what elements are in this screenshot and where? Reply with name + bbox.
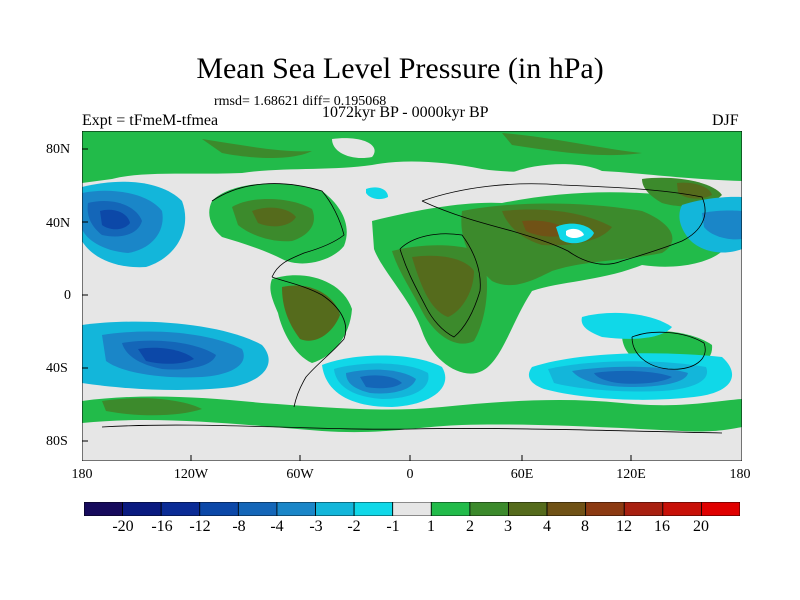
colorbar-swatch-8 — [392, 502, 432, 516]
coastline-north-america — [211, 183, 345, 278]
colorbar-swatch-7 — [353, 502, 394, 516]
colorbar-label-12: 8 — [581, 518, 589, 535]
north-atlantic-cyan — [366, 187, 388, 200]
colorbar-label-15: 20 — [693, 518, 709, 535]
colorbar-label-0: -20 — [112, 518, 134, 535]
pressure-map — [82, 131, 742, 461]
colorbar-swatch-10 — [469, 502, 509, 516]
north-america-olive — [252, 207, 296, 227]
colorbar-label-7: -1 — [386, 518, 400, 535]
season-label: DJF — [712, 112, 739, 129]
south-pacific-deep-blue — [138, 347, 194, 364]
south-atlantic-blue — [360, 375, 402, 389]
plot-title: Mean Sea Level Pressure (in hPa) — [196, 52, 604, 85]
colorbar-swatch-9 — [430, 502, 471, 516]
coastline-australia — [631, 331, 706, 370]
colorbar-swatch-4 — [237, 502, 278, 516]
north-pacific-deep-blue — [100, 209, 130, 230]
colorbar-label-13: 12 — [616, 518, 632, 535]
colorbar-swatch-2 — [160, 502, 201, 516]
coastline-antarctica — [101, 424, 723, 434]
lon-label-120w: 120W — [173, 467, 209, 482]
colorbar — [84, 502, 740, 516]
colorbar-swatch-15 — [662, 502, 702, 516]
coastline-eurasia — [421, 183, 706, 265]
lon-label-180w: 180 — [71, 467, 93, 482]
lat-label-40s: 40S — [46, 361, 68, 376]
colorbar-label-5: -3 — [309, 518, 323, 535]
stats-text: rmsd= 1.68621 diff= 0.195068 — [214, 94, 387, 109]
colorbar-label-3: -8 — [232, 518, 246, 535]
colorbar-label-14: 16 — [654, 518, 670, 535]
africa-olive — [412, 255, 474, 317]
coastline-south-america — [271, 276, 347, 408]
coastline-africa — [399, 233, 481, 338]
colorbar-label-1: -16 — [151, 518, 173, 535]
greenland-neutral-patch — [332, 138, 375, 159]
colorbar-label-8: 1 — [427, 518, 435, 535]
colorbar-swatch-16 — [701, 502, 740, 516]
coastlines — [101, 183, 723, 434]
colorbar-swatch-12 — [546, 502, 587, 516]
colorbar-label-2: -12 — [189, 518, 211, 535]
colorbar-swatch-6 — [315, 502, 355, 516]
colorbar-label-4: -4 — [270, 518, 284, 535]
lat-label-40n: 40N — [46, 216, 71, 231]
lat-label-80s: 80S — [46, 434, 68, 449]
lon-label-180e: 180 — [729, 467, 751, 482]
colorbar-label-10: 3 — [504, 518, 512, 535]
period-text: 1072kyr BP - 0000kyr BP — [322, 104, 489, 121]
colorbar-label-9: 2 — [466, 518, 474, 535]
antarctica-neutral — [82, 420, 742, 461]
east-asia-olive — [677, 182, 712, 199]
arctic-dark-green-patch — [202, 139, 312, 158]
lon-label-0: 0 — [406, 467, 414, 482]
axis-ticks — [82, 148, 632, 461]
south-pacific-dark-green — [102, 398, 202, 416]
tibet-white-core — [566, 228, 584, 238]
colorbar-swatch-3 — [199, 502, 239, 516]
colorbar-swatch-0 — [84, 502, 123, 516]
lon-label-60e: 60E — [510, 467, 534, 482]
colorbar-swatch-11 — [508, 502, 548, 516]
colorbar-label-6: -2 — [347, 518, 361, 535]
colorbar-swatch-13 — [585, 502, 625, 516]
lon-label-120e: 120E — [616, 467, 646, 482]
colorbar-swatch-5 — [276, 502, 316, 516]
lon-label-60w: 60W — [286, 467, 314, 482]
south-america-olive — [282, 285, 340, 341]
siberia-dark-green-patch — [502, 133, 642, 156]
central-asia-neutral — [502, 164, 602, 185]
lat-label-80n: 80N — [46, 142, 71, 157]
experiment-label: Expt = tFmeM-tfmea — [82, 112, 219, 129]
south-indian-blue — [594, 370, 672, 384]
colorbar-swatch-1 — [122, 502, 162, 516]
colorbar-label-11: 4 — [543, 518, 551, 535]
northwest-pacific-mid-blue — [702, 210, 742, 240]
colorbar-swatch-14 — [623, 502, 664, 516]
lat-label-eq: 0 — [64, 288, 71, 303]
